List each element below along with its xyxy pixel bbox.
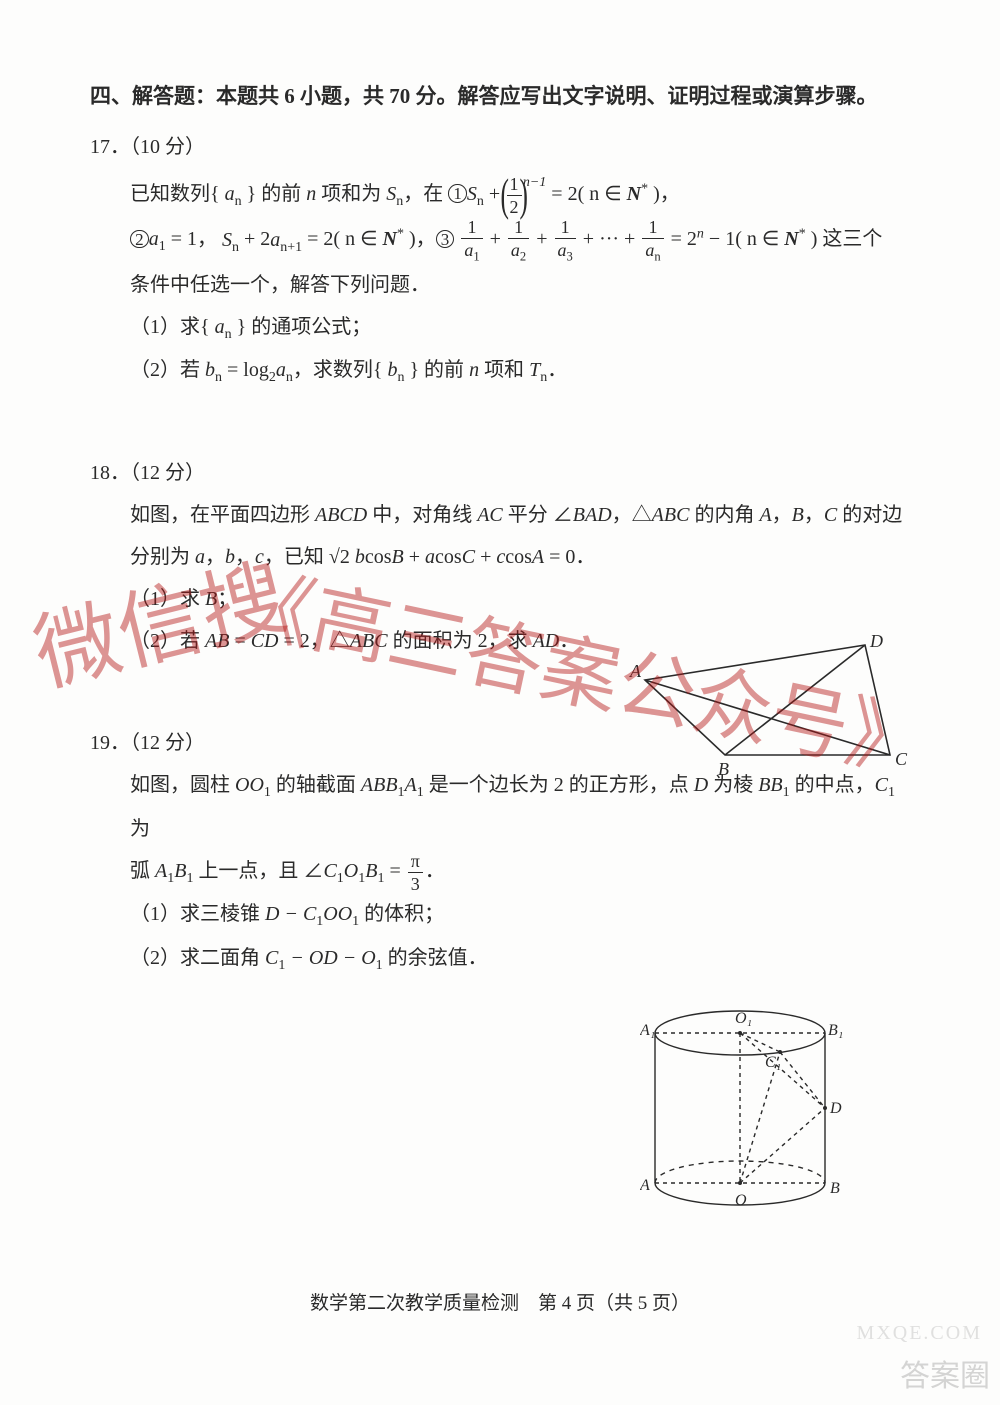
- q17-part1: （1）求{ an } 的通项公式；: [130, 306, 910, 349]
- fig18-label-A: A: [629, 661, 642, 681]
- problem-18: 18．（12 分） 如图，在平面四边形 ABCD 中，对角线 AC 平分 ∠BA…: [90, 452, 910, 662]
- q18-part1: （1）求 B；: [130, 578, 910, 620]
- fig19-label-D: D: [829, 1100, 842, 1117]
- fig19-label-O: O: [735, 1192, 747, 1209]
- corner-watermark-url: MXQE.COM: [857, 1322, 982, 1345]
- fig18-label-D: D: [869, 635, 883, 651]
- page-content: 四、解答题：本题共 6 小题，共 70 分。解答应写出文字说明、证明过程或演算步…: [90, 80, 910, 1040]
- q17-body: 已知数列{ an } 的前 n 项和为 Sn，在 1Sn + (12)n−1 =…: [90, 168, 910, 392]
- fig19-label-C1: C₁: [765, 1054, 781, 1071]
- section-header: 四、解答题：本题共 6 小题，共 70 分。解答应写出文字说明、证明过程或演算步…: [90, 80, 910, 110]
- corner-watermark: 答案圈: [900, 1351, 990, 1395]
- fig19-label-B1: B₁: [828, 1022, 843, 1039]
- q17-line3: 条件中任选一个，解答下列问题．: [130, 264, 910, 306]
- q18-line2: 分别为 a，b，c，已知 √2 bcosB + acosC + ccosA = …: [130, 536, 910, 578]
- q18-line1: 如图，在平面四边形 ABCD 中，对角线 AC 平分 ∠BAD，△ABC 的内角…: [130, 494, 910, 536]
- fig18-label-B: B: [718, 759, 729, 779]
- figure-18-quadrilateral: A B C D: [610, 635, 910, 780]
- figure-19-cylinder: A₁ B₁ A B O₁ O C₁ D: [640, 1005, 850, 1220]
- q17-part2: （2）若 bn = log2an，求数列{ bn } 的前 n 项和 Tn．: [130, 349, 910, 392]
- problem-17: 17．（10 分） 已知数列{ an } 的前 n 项和为 Sn，在 1Sn +…: [90, 126, 910, 392]
- page-footer: 数学第二次教学质量检测 第 4 页（共 5 页）: [0, 1288, 1000, 1315]
- circled-1: 1: [448, 184, 467, 203]
- fig18-label-C: C: [895, 749, 908, 769]
- fig19-label-A1: A₁: [640, 1022, 655, 1039]
- q17-line1: 已知数列{ an } 的前 n 项和为 Sn，在 1Sn + (12)n−1 =…: [130, 168, 910, 218]
- problem-18-number: 18．（12 分）: [90, 452, 910, 494]
- q19-line2: 弧 A1B1 上一点，且 ∠C1O1B1 = π3．: [130, 850, 910, 893]
- circled-3: 3: [436, 230, 455, 249]
- fig19-label-A: A: [640, 1177, 650, 1194]
- q19-part2: （2）求二面角 C1 − OD − O1 的余弦值．: [130, 937, 910, 980]
- circled-2: 2: [130, 230, 149, 249]
- fig19-label-O1: O₁: [735, 1010, 752, 1027]
- fig19-label-B: B: [830, 1180, 840, 1197]
- q19-part1: （1）求三棱锥 D − C1OO1 的体积；: [130, 893, 910, 936]
- problem-17-number: 17．（10 分）: [90, 126, 910, 168]
- q19-body: 如图，圆柱 OO1 的轴截面 ABB1A1 是一个边长为 2 的正方形，点 D …: [90, 764, 910, 980]
- q17-line2: 2a1 = 1， Sn + 2an+1 = 2( n ∈ N* )，3 1a1 …: [130, 218, 910, 263]
